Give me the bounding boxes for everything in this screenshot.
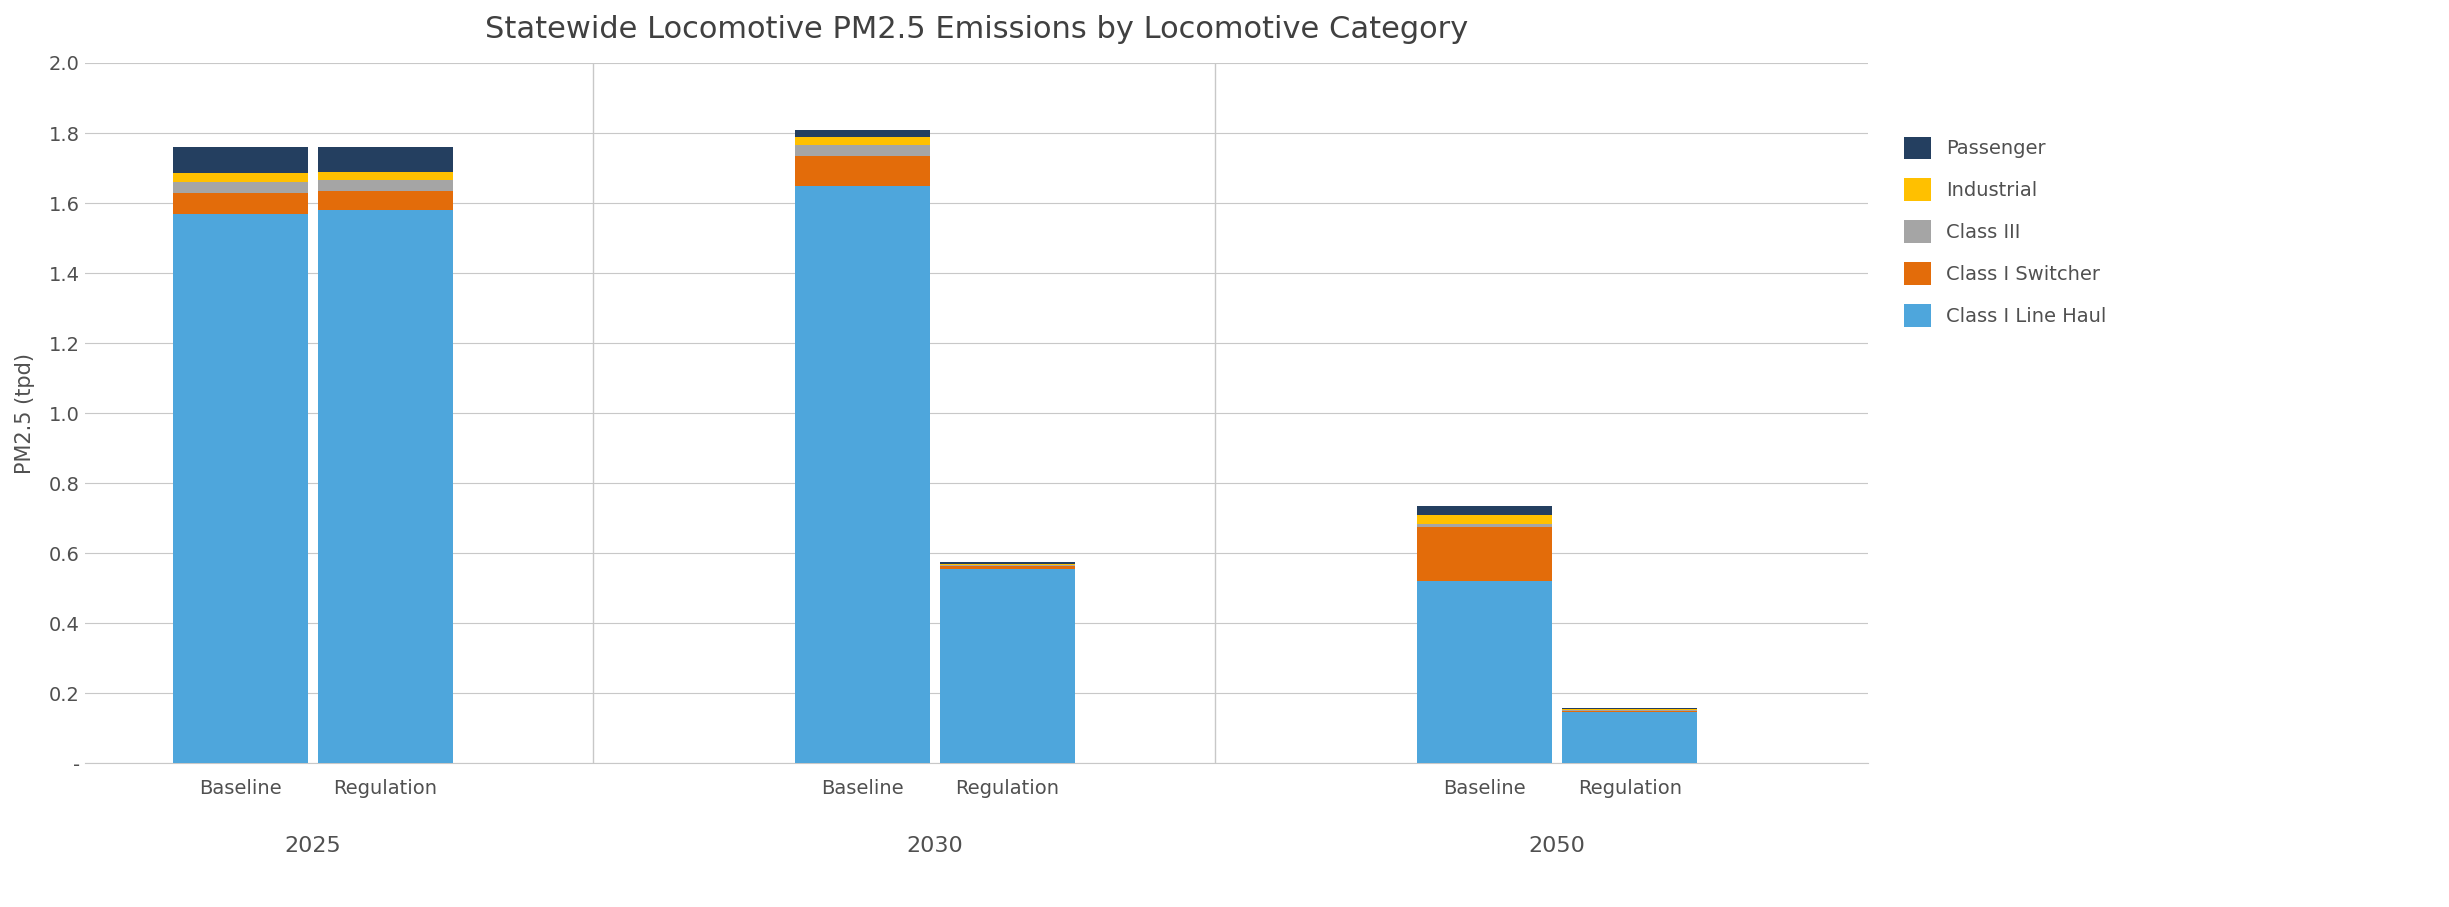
Title: Statewide Locomotive PM2.5 Emissions by Locomotive Category: Statewide Locomotive PM2.5 Emissions by … [485,15,1467,44]
Bar [318,171,453,180]
Bar [174,182,309,192]
Bar [940,563,1075,564]
Text: 2050: 2050 [1528,835,1585,855]
Bar [940,564,1075,566]
Bar [796,156,931,186]
Bar [940,569,1075,764]
Bar [940,566,1075,569]
Bar [174,147,309,173]
Text: 2030: 2030 [906,835,962,855]
Y-axis label: PM2.5 (tpd): PM2.5 (tpd) [15,353,34,473]
Bar [1418,527,1553,581]
Bar [796,186,931,764]
Bar [796,137,931,145]
Bar [174,192,309,214]
Bar [1562,712,1697,764]
Bar [318,210,453,764]
Bar [318,180,453,190]
Bar [174,214,309,764]
Bar [1418,506,1553,515]
Legend: Passenger, Industrial, Class III, Class I Switcher, Class I Line Haul: Passenger, Industrial, Class III, Class … [1896,129,2113,335]
Bar [1418,523,1553,527]
Bar [174,173,309,182]
Bar [940,562,1075,563]
Bar [1562,710,1697,712]
Bar [318,190,453,210]
Bar [796,145,931,156]
Bar [1418,515,1553,523]
Bar [1562,708,1697,709]
Bar [318,147,453,171]
Bar [796,130,931,137]
Bar [1418,581,1553,764]
Text: 2025: 2025 [284,835,340,855]
